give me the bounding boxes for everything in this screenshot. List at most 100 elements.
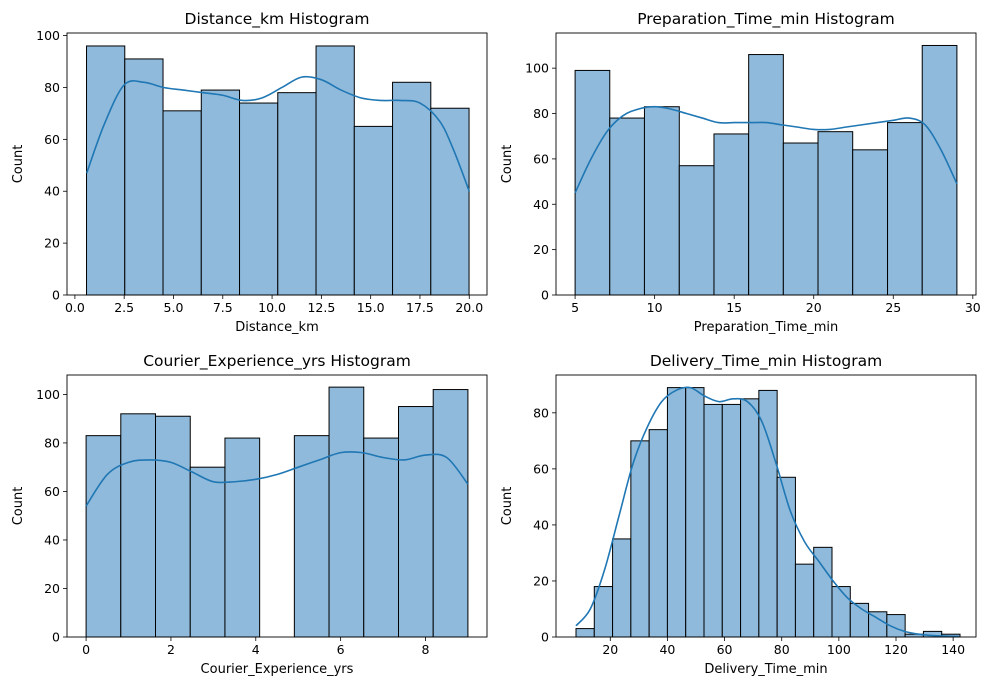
- x-tick-label: 20: [602, 642, 618, 657]
- histogram-bar: [120, 413, 156, 638]
- x-tick-label: 100: [827, 642, 851, 657]
- x-tick-label: 8: [422, 642, 430, 657]
- histogram-bar: [189, 466, 226, 638]
- histogram-bar: [887, 122, 923, 296]
- histogram-bar: [849, 602, 870, 638]
- histogram-bar: [398, 406, 434, 638]
- y-tick-label: 100: [36, 28, 60, 43]
- histogram-bar: [363, 437, 400, 638]
- axes-frame: [66, 374, 488, 638]
- histogram-bar: [239, 102, 279, 296]
- x-tick-label: 4: [252, 642, 260, 657]
- x-tick-label: 30: [965, 300, 981, 315]
- x-axis-label: Courier_Experience_yrs: [201, 662, 354, 677]
- x-tick-label: 140: [941, 642, 965, 657]
- x-tick-label: 5.0: [164, 300, 184, 315]
- histogram-bar: [713, 133, 750, 296]
- kde-line: [575, 386, 959, 638]
- x-tick-label: 20: [806, 300, 822, 315]
- x-tick-label: 6: [337, 642, 345, 657]
- histogram-bar: [852, 149, 889, 296]
- y-tick-label: 40: [44, 532, 60, 547]
- histogram-bar: [685, 387, 705, 638]
- chart-panel-3: 0 2 4 6 8020406080100Courier_Experience_yrs …: [11, 352, 488, 677]
- chart-title: Courier_Experience_yrs Histogram: [143, 352, 411, 371]
- y-tick-label: 80: [533, 106, 549, 121]
- histogram-bar: [315, 45, 355, 296]
- histogram-bar: [748, 54, 784, 296]
- x-tick-label: 15.0: [357, 300, 385, 315]
- y-tick-label: 80: [44, 435, 60, 450]
- histogram-bar: [154, 415, 191, 638]
- histogram-bar: [678, 165, 715, 296]
- histogram-bar: [831, 586, 851, 638]
- chart-title: Distance_km Histogram: [185, 10, 370, 29]
- histogram-bar: [277, 92, 317, 296]
- histogram-bar: [85, 435, 122, 638]
- y-tick-label: 20: [533, 242, 549, 257]
- histogram-bar: [392, 81, 432, 296]
- y-tick-label: 20: [44, 236, 60, 251]
- histogram-bar: [817, 131, 854, 296]
- y-tick-label: 60: [533, 151, 549, 166]
- x-tick-label: 15: [726, 300, 742, 315]
- histogram-bar: [200, 89, 241, 296]
- histogram-bar: [758, 389, 778, 638]
- y-tick-label: 100: [36, 387, 60, 402]
- x-tick-label: 0: [82, 642, 90, 657]
- chart-title: Preparation_Time_min Histogram: [637, 10, 895, 29]
- histogram-bar: [794, 563, 815, 638]
- y-axis-label: Count: [11, 487, 26, 526]
- histogram-bar: [612, 538, 632, 638]
- x-axis-label: Distance_km: [235, 320, 319, 335]
- histogram-bar: [124, 58, 164, 296]
- x-tick-label: 20.0: [455, 300, 483, 315]
- histogram-bar: [666, 387, 687, 638]
- histogram-bar: [703, 403, 723, 638]
- histogram-bar: [293, 435, 330, 638]
- y-tick-label: 40: [533, 517, 549, 532]
- x-tick-label: 40: [659, 642, 675, 657]
- y-axis-label: Count: [500, 145, 515, 184]
- y-tick-label: 60: [533, 461, 549, 476]
- x-tick-label: 60: [717, 642, 733, 657]
- y-tick-label: 40: [44, 184, 60, 199]
- y-tick-label: 0: [541, 288, 549, 303]
- histogram-bar: [648, 429, 668, 638]
- y-axis-label: Count: [11, 145, 26, 184]
- x-tick-label: 25: [885, 300, 901, 315]
- x-tick-label: 12.5: [307, 300, 335, 315]
- x-tick-label: 120: [884, 642, 908, 657]
- chart-panel-1: 0.0 2.5 5.0 7.5 10.0 12.5 15.0 17.5 20.0 0 20 40 60 8…: [11, 10, 488, 335]
- histogram-bar: [86, 45, 126, 296]
- x-axis-label: Preparation_Time_min: [694, 320, 838, 335]
- histogram-bar: [224, 437, 261, 638]
- x-axis-label: Delivery_Time_min: [704, 662, 827, 677]
- y-axis-label: Count: [500, 487, 515, 526]
- y-tick-label: 0: [52, 630, 60, 645]
- histogram-bar: [432, 389, 469, 638]
- kde-line: [574, 105, 958, 194]
- x-tick-label: 5: [571, 300, 579, 315]
- histogram-bar: [575, 628, 595, 638]
- kde-line: [85, 75, 471, 192]
- histogram-bar: [630, 440, 650, 638]
- axes-frame: [555, 32, 977, 296]
- kde-line: [85, 451, 469, 507]
- y-tick-label: 80: [533, 405, 549, 420]
- axes-frame: [555, 374, 977, 638]
- histogram-bar: [609, 117, 645, 296]
- histogram-bar: [782, 142, 819, 296]
- y-tick-label: 60: [44, 132, 60, 147]
- histogram-bar: [921, 44, 958, 296]
- x-tick-label: 10.0: [258, 300, 286, 315]
- x-tick-label: 2: [167, 642, 175, 657]
- histogram-bar: [162, 110, 202, 296]
- histogram-bar: [430, 107, 470, 296]
- chart-panel-4: 20 40 60 80 100 120 140 0 20 40 60 80 Delivery_Time_…: [500, 352, 977, 677]
- x-tick-label: 80: [774, 642, 790, 657]
- y-tick-label: 80: [44, 80, 60, 95]
- y-tick-label: 100: [525, 61, 549, 76]
- histogram-bar: [721, 403, 742, 638]
